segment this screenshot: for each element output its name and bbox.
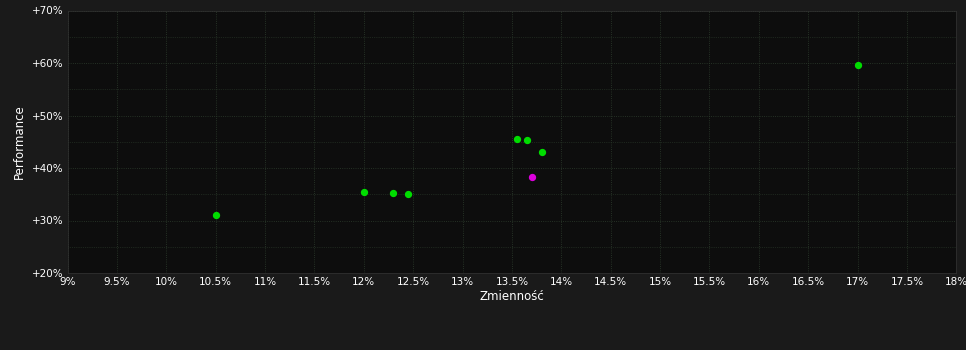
Point <box>208 212 223 218</box>
Point <box>519 137 534 142</box>
Point <box>401 191 416 197</box>
Point <box>509 136 525 141</box>
Point <box>534 149 550 155</box>
X-axis label: Zmienność: Zmienność <box>479 290 545 303</box>
Point <box>385 190 401 195</box>
Point <box>356 189 372 195</box>
Point <box>850 62 866 67</box>
Y-axis label: Performance: Performance <box>14 104 26 179</box>
Point <box>524 174 539 180</box>
